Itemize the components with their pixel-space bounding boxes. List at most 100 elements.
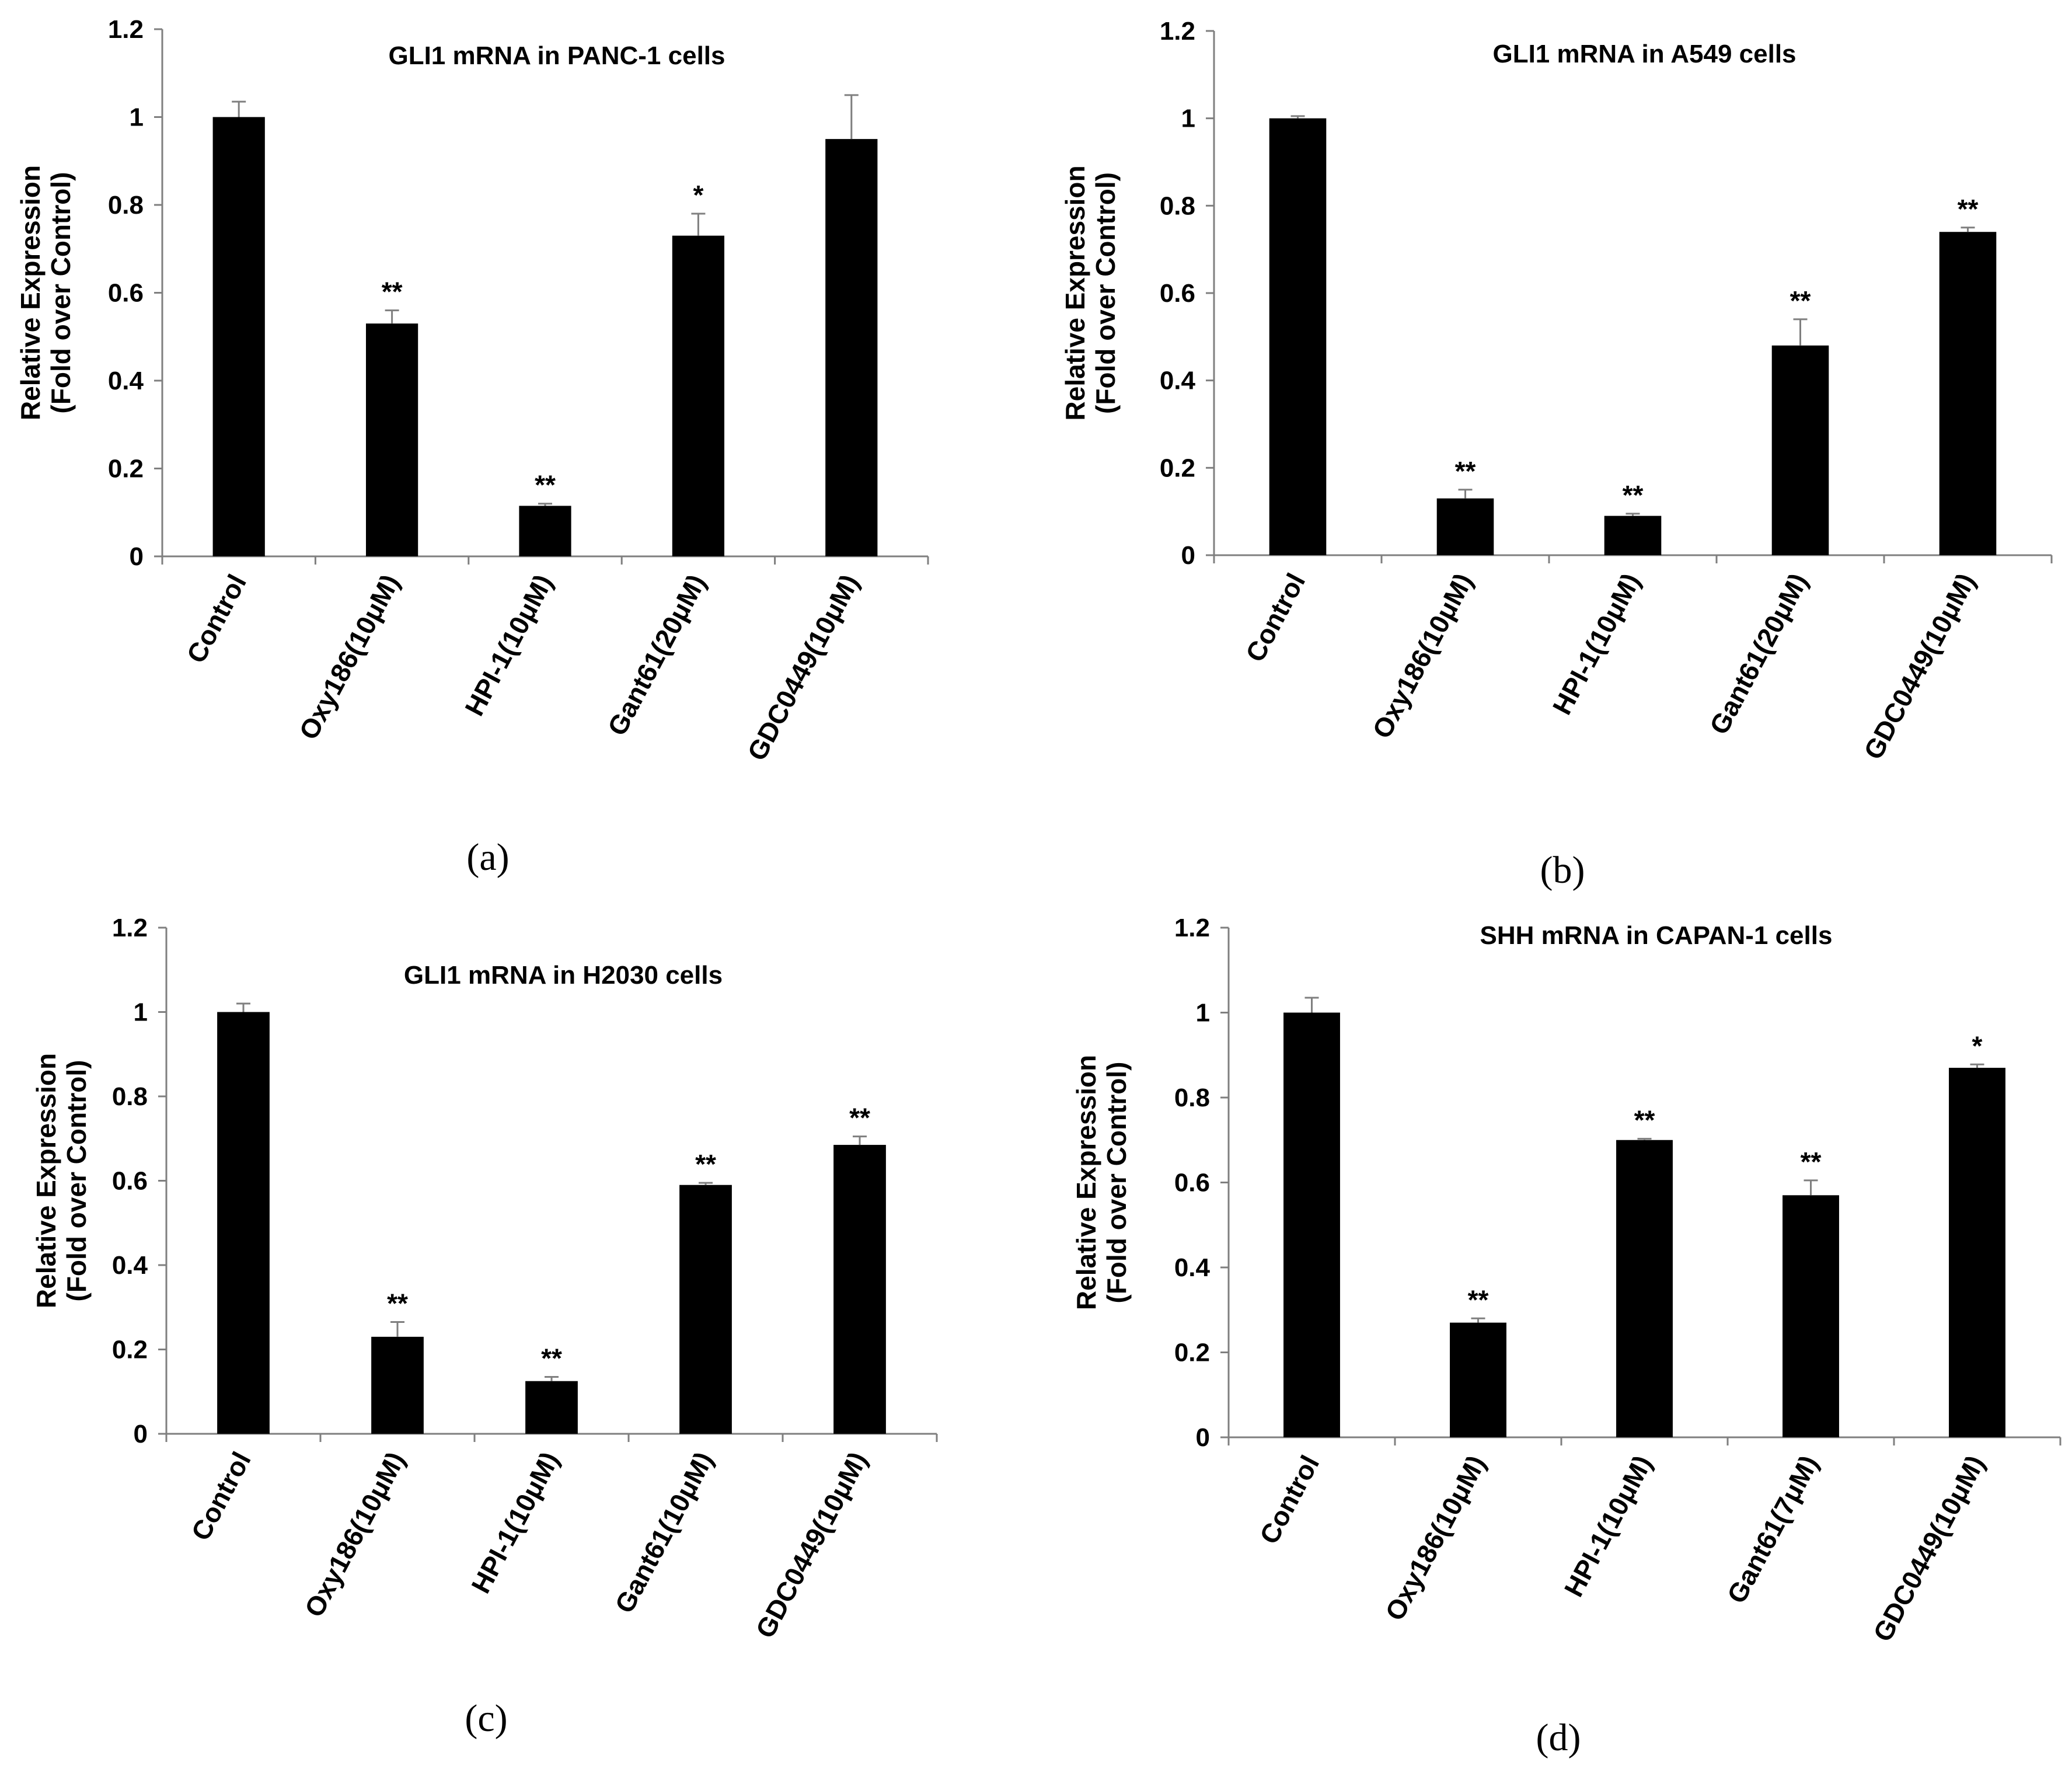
bar-2 xyxy=(525,1381,578,1434)
bar-1 xyxy=(371,1336,424,1434)
category-label: Oxy186(10μM) xyxy=(298,1447,410,1622)
category-label: HPI-1(10μM) xyxy=(465,1447,565,1598)
y-tick-label: 0.8 xyxy=(108,191,144,220)
bar-3 xyxy=(672,235,725,556)
category-label: Gant61(7μM) xyxy=(1721,1450,1825,1608)
y-tick-label: 0 xyxy=(1181,541,1195,570)
bar-4 xyxy=(1949,1068,2005,1437)
significance-marker: ** xyxy=(1623,480,1644,510)
y-tick-label: 0.2 xyxy=(1174,1339,1210,1367)
panel-label: (d) xyxy=(1536,1716,1581,1759)
y-tick-label: 1.2 xyxy=(112,914,148,942)
category-label: GDC0449(10μM) xyxy=(1867,1450,1991,1646)
category-label: Gant61(10μM) xyxy=(609,1447,719,1618)
bar-4 xyxy=(1939,232,1997,555)
chart-title: SHH mRNA in CAPAN-1 cells xyxy=(1480,921,1833,950)
category-label: Control xyxy=(1254,1450,1325,1549)
bar-2 xyxy=(1604,515,1662,555)
y-axis-label: (Fold over Control) xyxy=(1090,172,1121,414)
y-axis-label: Relative Expression xyxy=(1060,165,1090,420)
y-tick-label: 0.4 xyxy=(1174,1253,1211,1282)
y-axis-label: Relative Expression xyxy=(31,1053,61,1308)
chart-panel-b: GLI1 mRNA in A549 cells Relative Expressi… xyxy=(1060,17,2053,891)
bar-0 xyxy=(212,117,265,556)
category-label: GDC0449(10μM) xyxy=(741,569,865,765)
y-axis-label: Relative Expression xyxy=(1071,1055,1101,1310)
significance-marker: ** xyxy=(1790,285,1811,316)
panel-label: (b) xyxy=(1540,849,1585,891)
bar-0 xyxy=(1269,118,1327,555)
y-tick-label: 0.6 xyxy=(1174,1169,1210,1197)
y-tick-label: 0.6 xyxy=(1160,279,1195,308)
bar-4 xyxy=(825,139,878,556)
y-tick-label: 0.2 xyxy=(1160,454,1195,482)
significance-marker: * xyxy=(1972,1030,1983,1061)
y-tick-label: 1 xyxy=(1181,105,1195,133)
chart-panel-a: GLI1 mRNA in PANC-1 cells Relative Expres… xyxy=(15,15,929,879)
bar-3 xyxy=(679,1185,732,1434)
y-tick-label: 1 xyxy=(1196,999,1210,1027)
y-tick-label: 0 xyxy=(130,542,144,571)
y-axis-label: (Fold over Control) xyxy=(61,1060,92,1302)
significance-marker: ** xyxy=(849,1103,870,1133)
category-label: Oxy186(10μM) xyxy=(1379,1450,1491,1625)
bar-0 xyxy=(1283,1012,1340,1437)
y-axis-label: (Fold over Control) xyxy=(46,172,76,414)
y-tick-label: 1 xyxy=(130,103,144,132)
significance-marker: ** xyxy=(535,470,556,500)
category-label: Oxy186(10μM) xyxy=(1366,568,1478,743)
panel-label: (a) xyxy=(466,836,509,879)
significance-marker: ** xyxy=(387,1288,408,1319)
y-tick-label: 0 xyxy=(1196,1423,1210,1452)
category-label: HPI-1(10μM) xyxy=(459,569,559,720)
bar-1 xyxy=(1450,1322,1506,1437)
bar-2 xyxy=(519,506,571,556)
category-label: GDC0449(10μM) xyxy=(749,1447,873,1643)
category-label: Gant61(20μM) xyxy=(1704,568,1814,739)
y-tick-label: 0 xyxy=(134,1420,148,1448)
y-axis-label: (Fold over Control) xyxy=(1101,1062,1132,1304)
category-label: Control xyxy=(180,569,252,668)
significance-marker: ** xyxy=(1634,1105,1655,1135)
y-tick-label: 0.8 xyxy=(1174,1084,1210,1112)
category-label: Oxy186(10μM) xyxy=(293,569,405,744)
y-tick-label: 1.2 xyxy=(1174,914,1210,942)
y-axis-label: Relative Expression xyxy=(15,165,46,420)
y-tick-label: 1.2 xyxy=(108,15,144,44)
significance-marker: ** xyxy=(1468,1284,1489,1315)
category-label: HPI-1(10μM) xyxy=(1558,1450,1658,1601)
category-label: GDC0449(10μM) xyxy=(1858,568,1982,764)
panel-label: (c) xyxy=(465,1697,507,1740)
chart-title: GLI1 mRNA in H2030 cells xyxy=(404,961,723,990)
y-tick-label: 0.6 xyxy=(108,279,144,308)
y-tick-label: 0.4 xyxy=(1160,367,1196,395)
chart-panel-c: GLI1 mRNA in H2030 cells Relative Express… xyxy=(31,914,938,1740)
y-tick-label: 1 xyxy=(134,998,148,1027)
bar-1 xyxy=(1436,498,1494,555)
significance-marker: ** xyxy=(1958,194,1979,224)
chart-panel-d: SHH mRNA in CAPAN-1 cells Relative Expres… xyxy=(1071,914,2061,1759)
bar-4 xyxy=(833,1145,886,1434)
chart-title: GLI1 mRNA in A549 cells xyxy=(1492,40,1796,68)
category-label: Control xyxy=(185,1447,257,1545)
y-tick-label: 0.8 xyxy=(112,1082,148,1111)
bar-2 xyxy=(1616,1140,1673,1437)
bar-3 xyxy=(1783,1195,1839,1437)
category-label: HPI-1(10μM) xyxy=(1547,568,1647,719)
significance-marker: ** xyxy=(541,1343,562,1373)
category-label: Control xyxy=(1240,568,1311,667)
y-tick-label: 0.2 xyxy=(108,455,144,483)
y-tick-label: 1.2 xyxy=(1160,17,1195,46)
significance-marker: ** xyxy=(1455,456,1476,486)
significance-marker: ** xyxy=(1801,1147,1822,1177)
bar-1 xyxy=(365,323,418,556)
significance-marker: ** xyxy=(695,1149,716,1179)
y-tick-label: 0.8 xyxy=(1160,191,1195,220)
bar-0 xyxy=(217,1012,270,1434)
category-label: Gant61(20μM) xyxy=(601,569,711,740)
significance-marker: ** xyxy=(382,277,403,307)
y-tick-label: 0.4 xyxy=(112,1251,148,1280)
bar-3 xyxy=(1771,345,1829,555)
y-tick-label: 0.6 xyxy=(112,1167,148,1196)
